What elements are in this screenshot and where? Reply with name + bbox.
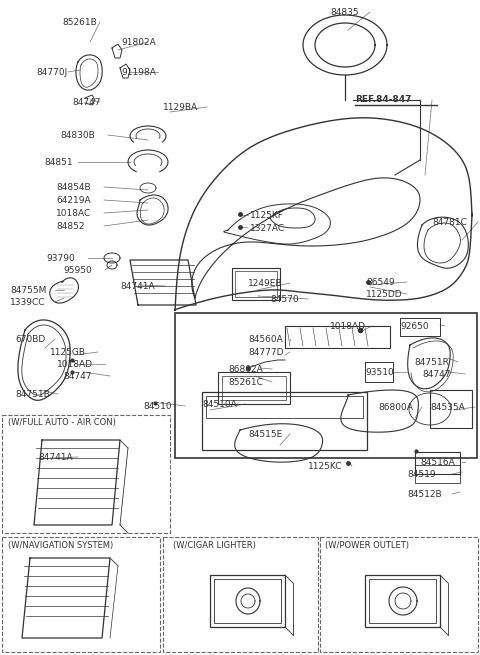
Text: 84747: 84747	[422, 370, 451, 379]
Bar	[175, 313, 477, 458]
Bar	[285, 326, 390, 348]
Bar	[222, 376, 286, 400]
Bar	[2, 537, 160, 652]
Text: 93790: 93790	[46, 254, 75, 263]
Bar	[365, 575, 440, 627]
Text: 92650: 92650	[400, 322, 429, 331]
Text: 84510: 84510	[143, 402, 172, 411]
Text: 84510A: 84510A	[202, 400, 237, 409]
Text: 84535A: 84535A	[430, 403, 465, 412]
Text: 1018AD: 1018AD	[57, 360, 93, 369]
Text: 93510: 93510	[365, 368, 394, 377]
Bar	[415, 452, 460, 474]
Text: 84751R: 84751R	[414, 358, 449, 367]
Text: 84851: 84851	[44, 158, 72, 167]
Text: 84830B: 84830B	[60, 131, 95, 140]
Text: 91198A: 91198A	[121, 68, 156, 77]
Bar	[232, 268, 280, 300]
Text: 1125GB: 1125GB	[50, 348, 86, 357]
Bar	[163, 537, 318, 652]
Text: 1129BA: 1129BA	[163, 103, 198, 112]
Text: 84747: 84747	[63, 372, 92, 381]
Text: 84741A: 84741A	[120, 282, 155, 291]
Bar	[2, 415, 170, 533]
Text: 84512B: 84512B	[407, 490, 442, 499]
Bar	[214, 579, 281, 623]
Bar	[365, 362, 393, 382]
Text: (W/POWER OUTLET): (W/POWER OUTLET)	[325, 541, 409, 550]
Text: 85261B: 85261B	[62, 18, 97, 27]
Text: 1018AC: 1018AC	[56, 209, 91, 218]
Bar	[369, 579, 436, 623]
Text: 84835: 84835	[330, 8, 359, 17]
Text: 84747: 84747	[72, 98, 100, 107]
Text: 1018AD: 1018AD	[330, 322, 366, 331]
Text: 95950: 95950	[63, 266, 92, 275]
Text: 64219A: 64219A	[56, 196, 91, 205]
Text: 1125KC: 1125KC	[308, 462, 343, 471]
Text: 84781C: 84781C	[432, 218, 467, 227]
Bar	[430, 390, 472, 428]
Text: 84852: 84852	[56, 222, 84, 231]
Bar	[320, 537, 478, 652]
Text: (W/FULL AUTO - AIR CON): (W/FULL AUTO - AIR CON)	[8, 418, 116, 427]
Text: 84751B: 84751B	[15, 390, 50, 399]
Text: 91802A: 91802A	[121, 38, 156, 47]
Bar	[235, 271, 277, 297]
Text: (W/CIGAR LIGHTER): (W/CIGAR LIGHTER)	[173, 541, 256, 550]
Bar	[400, 318, 440, 336]
Text: 84777D: 84777D	[248, 348, 284, 357]
Bar	[218, 372, 290, 404]
Bar	[206, 396, 363, 418]
Text: REF.84-847: REF.84-847	[355, 95, 411, 104]
Text: 84570: 84570	[270, 295, 299, 304]
Text: (W/NAVIGATION SYSTEM): (W/NAVIGATION SYSTEM)	[8, 541, 113, 550]
Bar	[415, 465, 460, 483]
Text: 84770J: 84770J	[36, 68, 67, 77]
Text: 84515E: 84515E	[248, 430, 282, 439]
Text: 84519: 84519	[407, 470, 436, 479]
Text: 1125DD: 1125DD	[366, 290, 403, 299]
Text: 84854B: 84854B	[56, 183, 91, 192]
Text: 84755M: 84755M	[10, 286, 47, 295]
Text: 84560A: 84560A	[248, 335, 283, 344]
Text: 1327AC: 1327AC	[250, 224, 285, 233]
Text: 1125KF: 1125KF	[250, 211, 284, 220]
Text: 1249EB: 1249EB	[248, 279, 283, 288]
Text: 86800A: 86800A	[378, 403, 413, 412]
Text: 86549: 86549	[366, 278, 395, 287]
Text: 85261C: 85261C	[228, 378, 263, 387]
Bar	[202, 392, 367, 450]
Bar	[210, 575, 285, 627]
Text: 84516A: 84516A	[420, 458, 455, 467]
Text: 84741A: 84741A	[38, 453, 72, 462]
Text: 1339CC: 1339CC	[10, 298, 46, 307]
Text: 86802A: 86802A	[228, 365, 263, 374]
Text: 670BD: 670BD	[15, 335, 45, 344]
